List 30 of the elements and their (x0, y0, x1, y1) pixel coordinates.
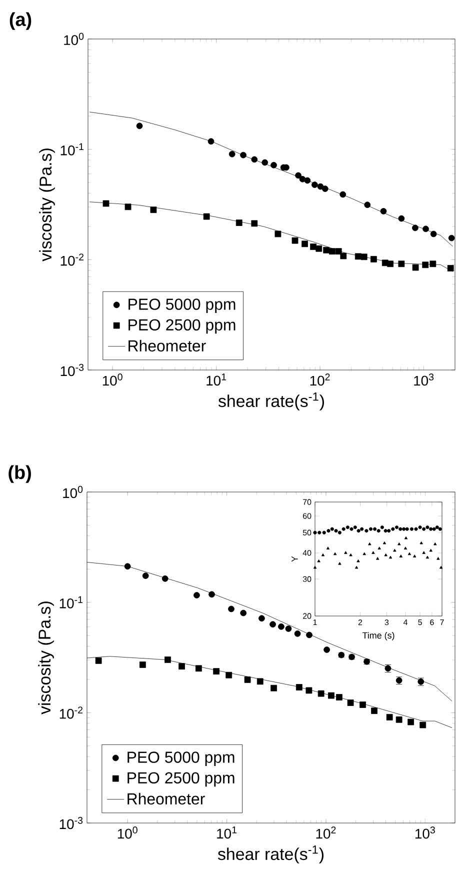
x-tick-label: 10$^{3}$ (415, 826, 435, 839)
chart-title: (a) (10, 12, 32, 30)
x-tick-label: 10$^{0}$ (102, 374, 122, 386)
x-axis-title: shear rate(s$^{-1}$) (218, 392, 324, 410)
x-tick-label: 10$^{1}$ (206, 374, 226, 386)
legend-label: PEO 5000 ppm (128, 298, 236, 314)
y-tick-label: 10$^{0}$ (63, 486, 83, 498)
y-tick-label: 10$^{-3}$ (60, 364, 84, 376)
y-axis-title: viscosity (Pa.s) (39, 148, 55, 262)
legend-label: PEO 5000 ppm (128, 752, 234, 766)
y-tick-label: 10$^{-2}$ (60, 706, 82, 719)
x-tick-label: 10$^{1}$ (217, 826, 237, 839)
y-tick-label: 10$^{-3}$ (60, 816, 83, 830)
x-axis-title: shear rate(s$^{-1}$) (218, 846, 324, 864)
y-tick-label: 10$^{-1}$ (60, 596, 83, 608)
legend-label: PEO 2500 ppm (128, 319, 236, 334)
x-tick-label: 10$^{2}$ (316, 826, 336, 839)
y-axis-title: Y (292, 556, 298, 562)
legend-label: Rheometer (128, 340, 206, 352)
y-axis-title: viscosity (Pa.s) (38, 602, 54, 714)
x-tick-label: 10$^{2}$ (310, 374, 330, 386)
y-tick-label: 10$^{0}$ (64, 32, 84, 46)
y-tick-label: 10$^{-1}$ (60, 143, 84, 156)
legend-label: Rheometer (128, 792, 205, 805)
legend-label: PEO 2500 ppm (128, 772, 234, 787)
chart-title: (b) (8, 465, 31, 483)
y-tick-label: 10$^{-2}$ (60, 254, 84, 266)
x-tick-label: 10$^{3}$ (414, 374, 434, 386)
x-axis-title: Time (s) (362, 632, 394, 640)
x-tick-label: 10$^{0}$ (118, 826, 138, 839)
